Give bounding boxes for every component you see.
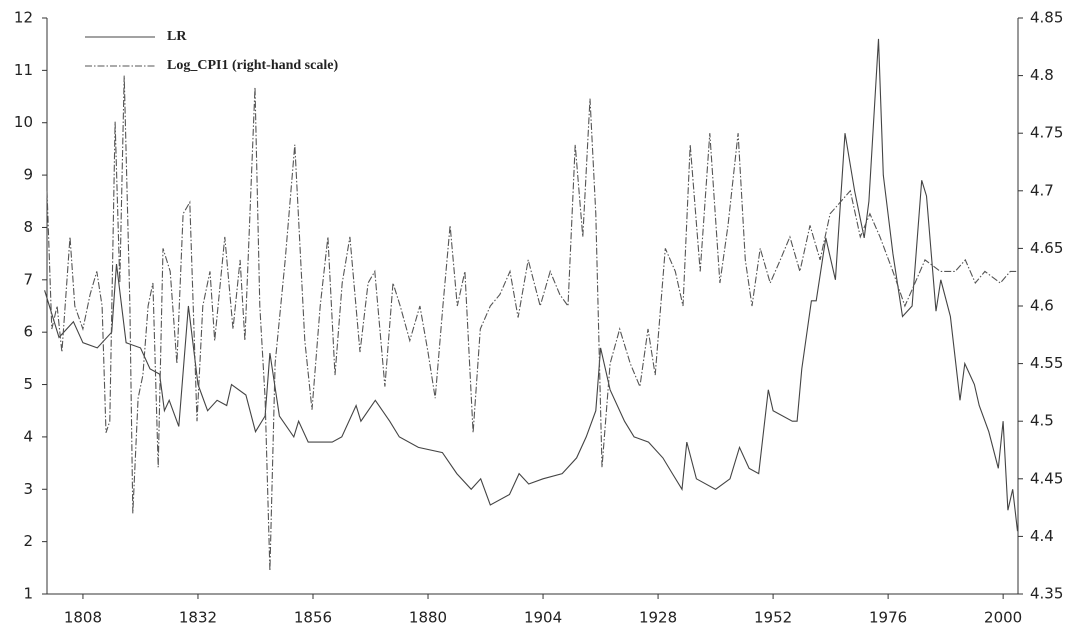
x-tick-label: 1808 bbox=[64, 609, 102, 627]
y-tick-label: 11 bbox=[14, 61, 33, 79]
y-tick-label: 3 bbox=[23, 480, 33, 498]
y-tick-label: 5 bbox=[23, 375, 33, 393]
y2-tick-label: 4.6 bbox=[1030, 297, 1054, 315]
x-tick-label: 1904 bbox=[524, 609, 562, 627]
x-tick-label: 2000 bbox=[984, 609, 1022, 627]
y2-tick-label: 4.8 bbox=[1030, 66, 1054, 84]
series-line bbox=[44, 38, 1019, 532]
legend-label: Log_CPI1 (right-hand scale) bbox=[167, 58, 338, 73]
x-tick-label: 1976 bbox=[869, 609, 907, 627]
y2-tick-label: 4.55 bbox=[1030, 354, 1063, 372]
y-tick-label: 12 bbox=[14, 9, 33, 27]
x-tick-label: 1880 bbox=[409, 609, 447, 627]
y-tick-label: 6 bbox=[23, 323, 33, 341]
y2-tick-label: 4.7 bbox=[1030, 181, 1054, 199]
y-tick-label: 9 bbox=[23, 166, 33, 184]
y-tick-label: 7 bbox=[23, 270, 33, 288]
x-tick-label: 1928 bbox=[639, 609, 677, 627]
y2-tick-label: 4.35 bbox=[1030, 585, 1063, 603]
y2-tick-label: 4.4 bbox=[1030, 527, 1054, 545]
series-line bbox=[46, 75, 1018, 572]
y-tick-label: 1 bbox=[23, 585, 33, 603]
y-tick-label: 10 bbox=[14, 113, 33, 131]
y2-tick-label: 4.85 bbox=[1030, 9, 1063, 27]
y-tick-label: 2 bbox=[23, 532, 33, 550]
x-tick-label: 1832 bbox=[179, 609, 217, 627]
y2-tick-label: 4.45 bbox=[1030, 469, 1063, 487]
y-tick-label: 4 bbox=[23, 427, 33, 445]
x-tick-label: 1952 bbox=[754, 609, 792, 627]
y2-tick-label: 4.75 bbox=[1030, 124, 1063, 142]
y2-tick-label: 4.5 bbox=[1030, 412, 1054, 430]
legend-label: LR bbox=[167, 29, 187, 44]
x-tick-label: 1856 bbox=[294, 609, 332, 627]
y2-tick-label: 4.65 bbox=[1030, 239, 1063, 257]
y-tick-label: 8 bbox=[23, 218, 33, 236]
